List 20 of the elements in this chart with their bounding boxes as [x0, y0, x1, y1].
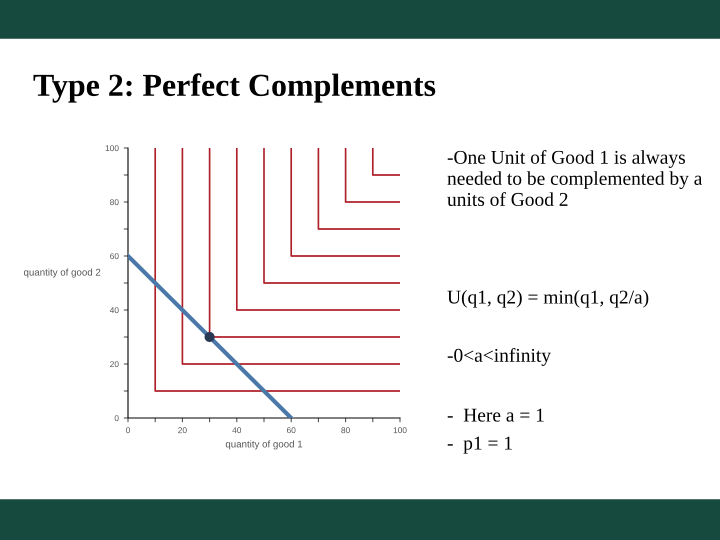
y-tick-label: 60: [110, 253, 119, 260]
y-tick-label: 0: [114, 415, 119, 422]
y-tick-label: 40: [110, 307, 119, 314]
x-tick-label: 60: [286, 427, 296, 434]
x-tick-label: 100: [394, 427, 407, 434]
text: -One Unit of Good 1 is always needed to be complemented by a units of Good 2: [447, 150, 702, 206]
y-tick-label: 80: [110, 199, 119, 206]
y-axis-title: quantity of good 2: [24, 268, 100, 278]
text: - Here a = 1: [448, 408, 544, 422]
y-tick-label: 20: [110, 361, 119, 368]
x-tick-label: 20: [178, 427, 187, 434]
text: -0<a<infinity: [448, 348, 551, 366]
text: - p1 = 1: [448, 436, 512, 454]
text: U(q1, q2) = min(q1, q2/a): [447, 290, 648, 308]
x-tick-label: 0: [126, 427, 130, 434]
chart-title: Type 2: Perfect Complements: [34, 73, 436, 103]
x-tick-label: 40: [232, 427, 242, 434]
x-axis-title: quantity of good 1: [226, 440, 302, 450]
x-tick-label: 80: [341, 427, 350, 434]
y-tick-label: 100: [106, 145, 119, 152]
